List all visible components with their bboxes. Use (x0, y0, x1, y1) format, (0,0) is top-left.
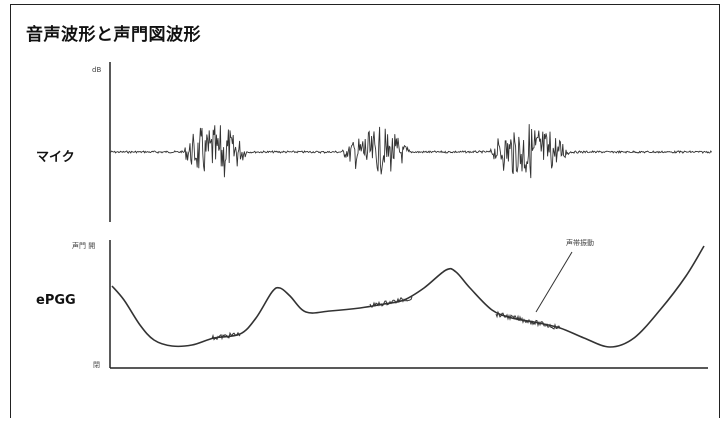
vocal-fold-annotation: 声帯振動 (566, 239, 594, 247)
epgg-open-label: 声門 開 (72, 242, 96, 250)
epgg-vibration-segment (495, 310, 561, 330)
epgg-vibration-segments (211, 296, 561, 341)
mic-label: マイク (36, 150, 75, 165)
mic-unit-label: dB (92, 66, 102, 74)
epgg-label: ePGG (36, 293, 76, 308)
figure-frame (10, 4, 720, 418)
epgg-vibration-segment (369, 296, 413, 308)
epgg-waveform (111, 245, 705, 348)
mic-waveform (109, 124, 712, 179)
epgg-closed-label: 閉 (93, 361, 100, 369)
annotation-pointer-line (535, 251, 573, 313)
epgg-vibration-segment (211, 331, 241, 341)
mic-trace (109, 124, 712, 179)
figure-title: 音声波形と声門図波形 (26, 25, 201, 45)
